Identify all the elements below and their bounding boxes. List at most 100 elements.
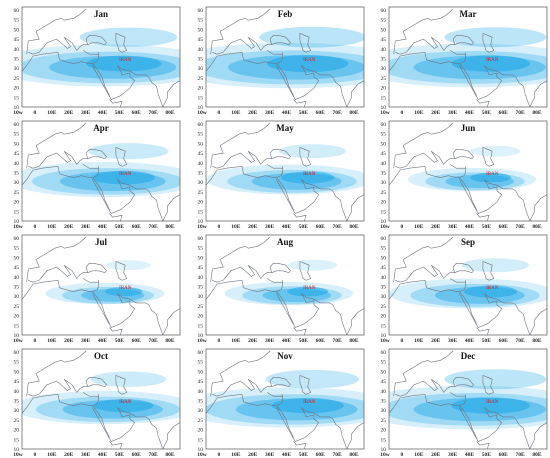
x-tick-label: 50E: [482, 224, 492, 229]
iran-label: IRAN: [486, 172, 499, 177]
y-tick-label: 15: [381, 95, 387, 101]
y-tick-label: 25: [198, 190, 204, 196]
x-tick-label: 0: [401, 338, 404, 343]
coastline: [92, 65, 135, 100]
iran-label: IRAN: [486, 400, 499, 405]
x-tick-label: 60E: [132, 452, 142, 457]
x-tick-label: 50E: [299, 338, 309, 343]
shading-band: [461, 258, 529, 273]
y-tick-label: 25: [381, 418, 387, 424]
y-tick-label: 25: [381, 76, 387, 82]
month-label: Nov: [277, 351, 293, 361]
map-panel-oct: Oct IRAN 60 55 50 45 40 35 30 25 20 15 10 10w 0 10E 20E 3…: [2, 345, 182, 457]
x-tick-label: 50E: [115, 110, 125, 115]
map-panel-dec: Dec IRAN 60 55 50 45 40 35 30 25 20 15 10 10w 0 10E 20E 3…: [369, 345, 549, 457]
y-tick-label: 55: [198, 18, 204, 24]
coastline: [346, 80, 364, 107]
y-tick-label: 20: [381, 86, 387, 92]
x-tick-label: 60E: [132, 224, 142, 229]
x-tick-label: 20E: [64, 224, 74, 229]
y-tick-label: 40: [198, 389, 204, 395]
x-tick-label: 20E: [64, 452, 74, 457]
x-tick-label: 40E: [282, 452, 292, 457]
shading-band: [265, 369, 359, 389]
coastline: [212, 264, 272, 283]
x-tick-label: 70E: [516, 224, 526, 229]
month-label: May: [276, 123, 294, 133]
y-tick-label: 10: [381, 333, 387, 339]
x-tick-label: 30E: [265, 224, 275, 229]
coastline: [459, 291, 477, 324]
y-tick-label: 30: [198, 66, 204, 72]
x-tick-label: 80E: [165, 224, 175, 229]
shading-band: [444, 369, 547, 390]
shading-band: [92, 170, 155, 185]
x-tick-label: 10E: [231, 224, 241, 229]
x-tick-label: 30E: [265, 338, 275, 343]
y-tick-label: 20: [14, 200, 20, 206]
y-tick-label: 55: [381, 18, 387, 24]
y-tick-label: 50: [198, 27, 204, 33]
map-panel-may: May IRAN 60 55 50 45 40 35 30 25 20 15 10 10w 0 10E 20E 3…: [186, 117, 366, 229]
y-tick-label: 30: [198, 180, 204, 186]
coastline: [449, 278, 466, 283]
x-tick-label: 40E: [282, 338, 292, 343]
x-tick-label: 80E: [349, 338, 359, 343]
shading-band: [86, 55, 162, 72]
shading-band: [464, 285, 518, 298]
x-tick-label: 30E: [81, 452, 91, 457]
map-panel-jan: Jan IRAN 60 55 50 45 40 35 30 25 20 15 10 10w 0 10E 20E 3…: [2, 3, 182, 115]
coastline: [346, 308, 364, 335]
coastline: [92, 63, 110, 96]
y-tick-label: 20: [14, 428, 20, 434]
coastline: [482, 375, 495, 395]
shading-band: [451, 55, 530, 72]
x-tick-label: 40E: [282, 110, 292, 115]
coastline: [346, 194, 364, 221]
y-tick-label: 10: [381, 219, 387, 225]
y-tick-label: 30: [198, 408, 204, 414]
y-tick-label: 20: [381, 200, 387, 206]
coastline: [82, 50, 99, 55]
x-tick-label: 50E: [299, 452, 309, 457]
x-tick-label: 10w: [380, 224, 390, 229]
y-tick-label: 50: [198, 141, 204, 147]
x-tick-label: 10w: [197, 224, 207, 229]
coastline: [82, 278, 99, 283]
x-tick-label: 10E: [47, 224, 57, 229]
coastline: [210, 236, 271, 283]
coastline: [109, 327, 123, 335]
x-tick-label: 80E: [165, 110, 175, 115]
y-tick-label: 60: [381, 8, 387, 14]
y-tick-label: 50: [381, 27, 387, 33]
shading-band: [105, 260, 151, 271]
coastline: [395, 264, 455, 283]
month-label: Mar: [460, 9, 477, 19]
y-tick-label: 25: [198, 304, 204, 310]
y-tick-label: 45: [198, 379, 204, 385]
y-tick-label: 10: [381, 105, 387, 111]
y-tick-label: 55: [14, 18, 20, 24]
x-tick-label: 10w: [197, 338, 207, 343]
x-tick-label: 50E: [115, 338, 125, 343]
coastline: [395, 150, 455, 169]
coastline: [395, 36, 455, 55]
coastline: [210, 122, 271, 169]
x-tick-label: 0: [34, 452, 37, 457]
y-tick-label: 10: [198, 333, 204, 339]
coastline: [449, 164, 466, 169]
y-tick-label: 10: [14, 219, 20, 225]
y-tick-label: 20: [14, 86, 20, 92]
coastline: [212, 36, 272, 55]
x-tick-label: 50E: [299, 110, 309, 115]
x-tick-label: 70E: [516, 452, 526, 457]
coastline: [346, 422, 364, 449]
y-tick-label: 60: [198, 8, 204, 14]
y-tick-label: 20: [198, 428, 204, 434]
coastline: [484, 293, 531, 335]
x-tick-label: 80E: [532, 452, 542, 457]
coastline: [299, 261, 312, 281]
y-tick-label: 50: [14, 141, 20, 147]
iran-label: IRAN: [303, 58, 316, 63]
